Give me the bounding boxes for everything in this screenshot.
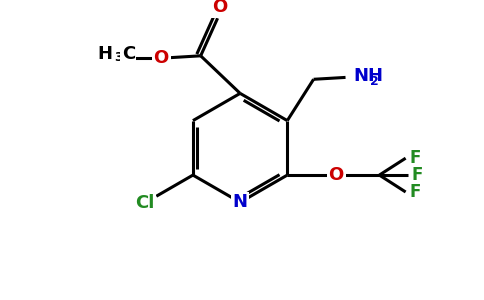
Text: F: F bbox=[409, 149, 421, 167]
Text: C: C bbox=[122, 45, 135, 63]
Text: O: O bbox=[153, 49, 169, 67]
Text: H: H bbox=[97, 45, 112, 63]
Text: F: F bbox=[409, 183, 421, 201]
Text: Cl: Cl bbox=[135, 194, 155, 212]
Text: NH: NH bbox=[353, 67, 383, 85]
Text: 3: 3 bbox=[114, 51, 123, 64]
Text: F: F bbox=[411, 166, 423, 184]
Text: O: O bbox=[212, 0, 227, 16]
Text: 2: 2 bbox=[370, 75, 379, 88]
Text: N: N bbox=[233, 193, 248, 211]
Text: O: O bbox=[329, 166, 344, 184]
